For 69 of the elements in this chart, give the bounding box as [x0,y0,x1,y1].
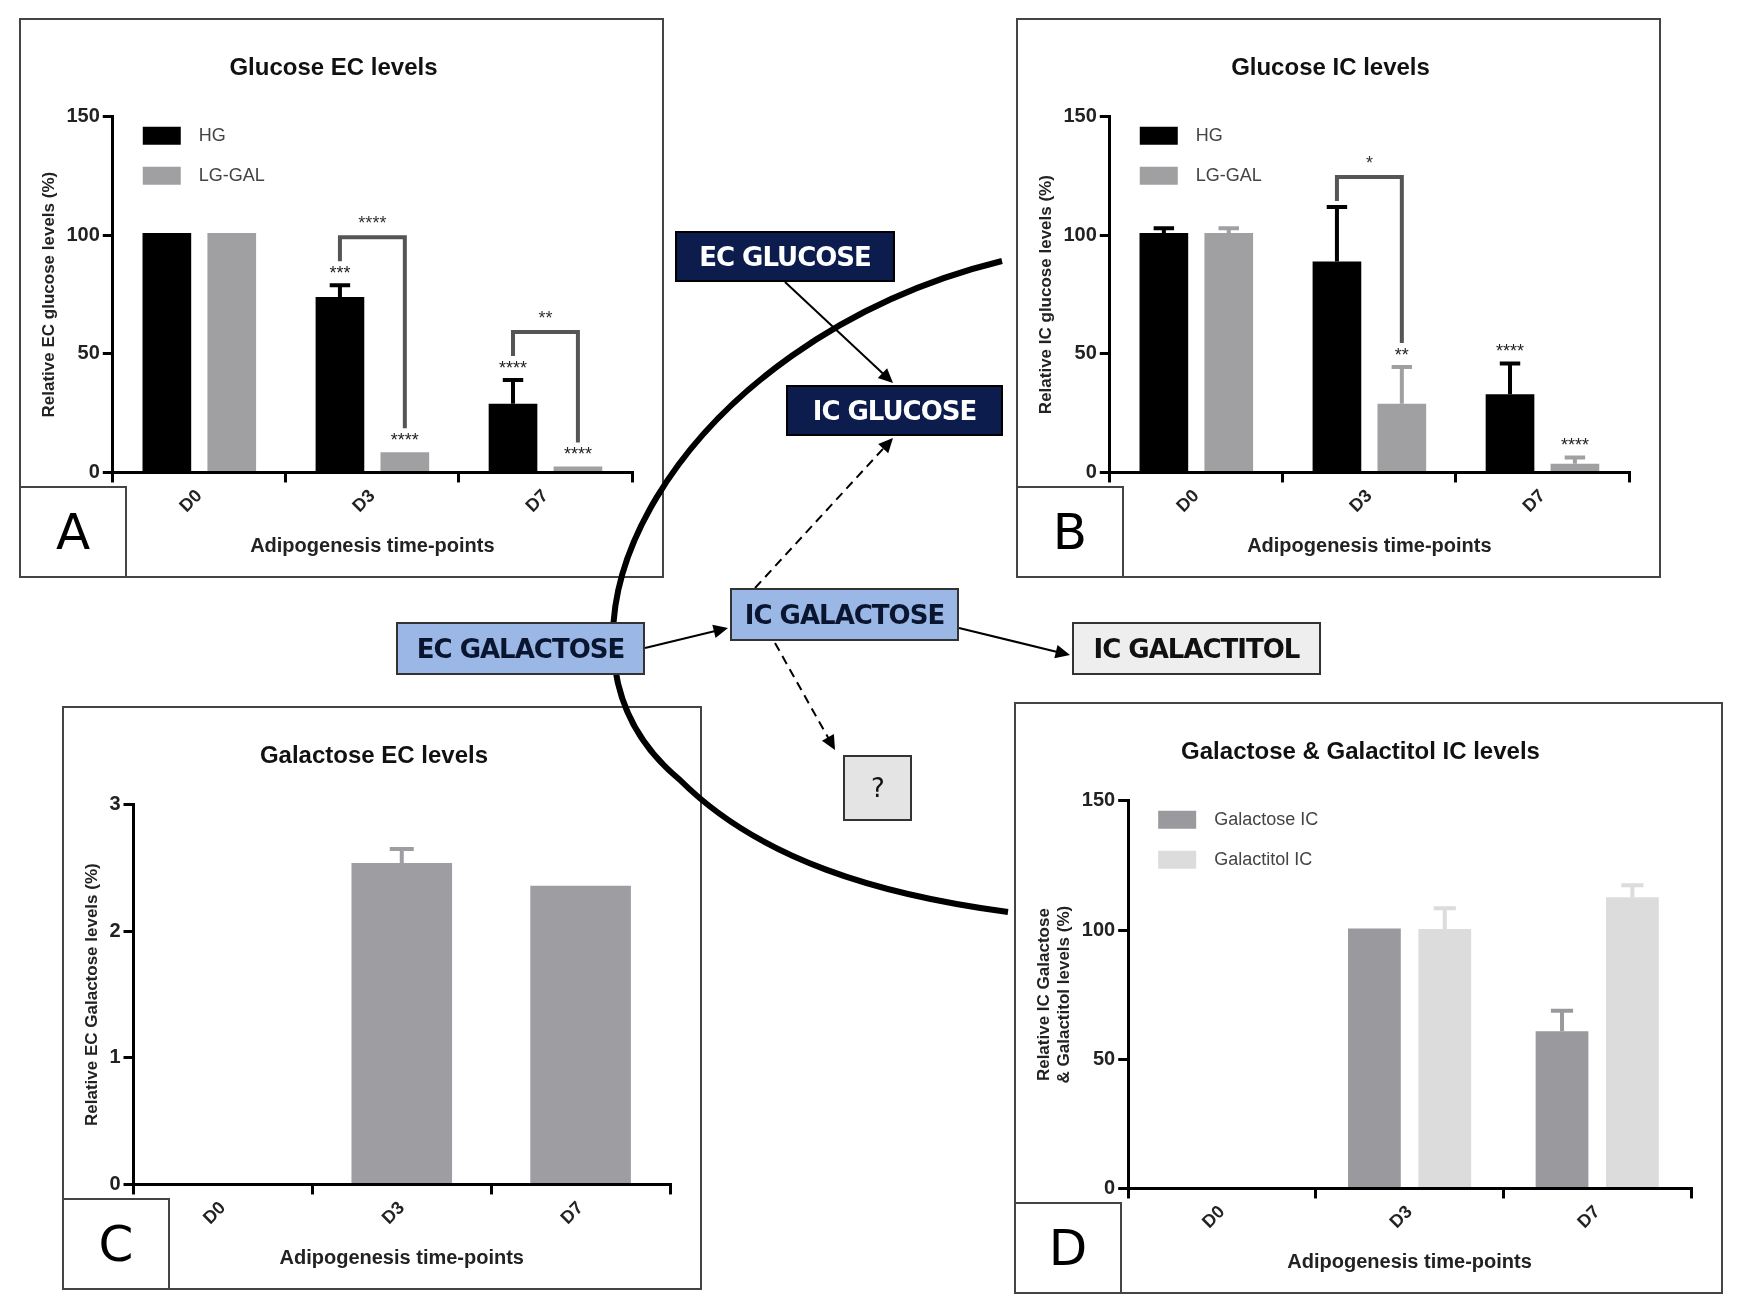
text: EC GLUCOSE [675,231,895,282]
x-tick-label: D7 [1573,1201,1604,1232]
data-label: *** [329,263,351,284]
y-tick-label: 150 [66,104,100,127]
data-label: **** [498,357,528,378]
data-label: **** [563,444,592,465]
text: ? [843,755,912,821]
y-tick-label: 3 [109,792,121,815]
text: C [62,1198,170,1290]
legend-label: LG-GAL [198,164,265,185]
y-tick-label: 2 [109,918,121,941]
annotation: **** [358,213,387,234]
x-axis-title: Adipogenesis time-points [1287,1249,1532,1272]
x-tick-label: D0 [175,485,206,516]
y-tick-label: 150 [1081,788,1116,811]
legend-label: HG [198,124,226,145]
data-label: ** [1394,344,1409,365]
y-tick-label: 100 [1063,222,1097,245]
legend-label: Galactose IC [1214,808,1319,829]
x-tick-label: D3 [377,1197,409,1228]
text: IC GALACTOSE [730,588,959,641]
x-tick-label: D0 [1197,1201,1229,1232]
x-tick-label: D3 [1385,1201,1416,1232]
x-tick-label: D7 [521,485,552,516]
text: B [1016,486,1124,578]
bar [207,232,257,471]
x-tick-label: D3 [1345,485,1376,516]
y-tick-label: 100 [66,222,100,245]
text: A [19,486,127,578]
legend-label: HG [1195,124,1223,145]
x-tick-label: D7 [1518,485,1549,516]
data-label: **** [1560,435,1589,456]
x-tick-label: D7 [556,1197,587,1228]
y-tick-label: 50 [1092,1046,1116,1069]
x-axis-title: Adipogenesis time-points [1247,533,1492,556]
legend-label: LG-GAL [1195,164,1262,185]
x-tick-label: D0 [198,1197,230,1228]
y-axis-title: Relative EC Galactose levels (%) [81,863,101,1126]
data-label: **** [1495,341,1525,362]
text: D [1014,1202,1122,1294]
y-axis-title: Relative IC glucose levels (%) [1035,175,1055,415]
y-tick-label: 0 [88,459,100,482]
legend-label: Galactitol IC [1214,848,1313,869]
y-tick-label: 0 [109,1171,121,1194]
y-tick-label: 1 [109,1045,121,1068]
y-tick-label: 150 [1063,104,1097,127]
text: EC GALACTOSE [396,622,645,675]
y-tick-label: 0 [1085,459,1097,482]
chart-title: Glucose IC levels [1231,53,1430,81]
chart-title: Galactose EC levels [259,741,489,769]
bar [380,452,430,471]
y-tick-label: 100 [1081,917,1116,940]
y-tick-label: 50 [77,341,100,364]
text: IC GALACTITOL [1072,622,1321,675]
bar [1348,928,1401,1187]
x-axis-title: Adipogenesis time-points [279,1245,524,1268]
y-tick-label: 50 [1074,341,1097,364]
y-axis-title: Relative IC Galactose & Galactitol levels (%) [1033,905,1074,1084]
y-tick-label: 0 [1104,1175,1116,1198]
text: IC GLUCOSE [786,385,1003,436]
chart-title: Galactose & Galactitol IC levels [1181,737,1540,765]
chart-title: Glucose EC levels [229,53,438,81]
x-axis-title: Adipogenesis time-points [250,533,495,556]
x-tick-label: D0 [1172,485,1203,516]
y-axis-title: Relative EC glucose levels (%) [38,171,58,418]
x-tick-label: D3 [348,485,379,516]
data-label: **** [390,430,419,451]
annotation: ** [538,307,553,328]
annotation: * [1365,152,1373,173]
